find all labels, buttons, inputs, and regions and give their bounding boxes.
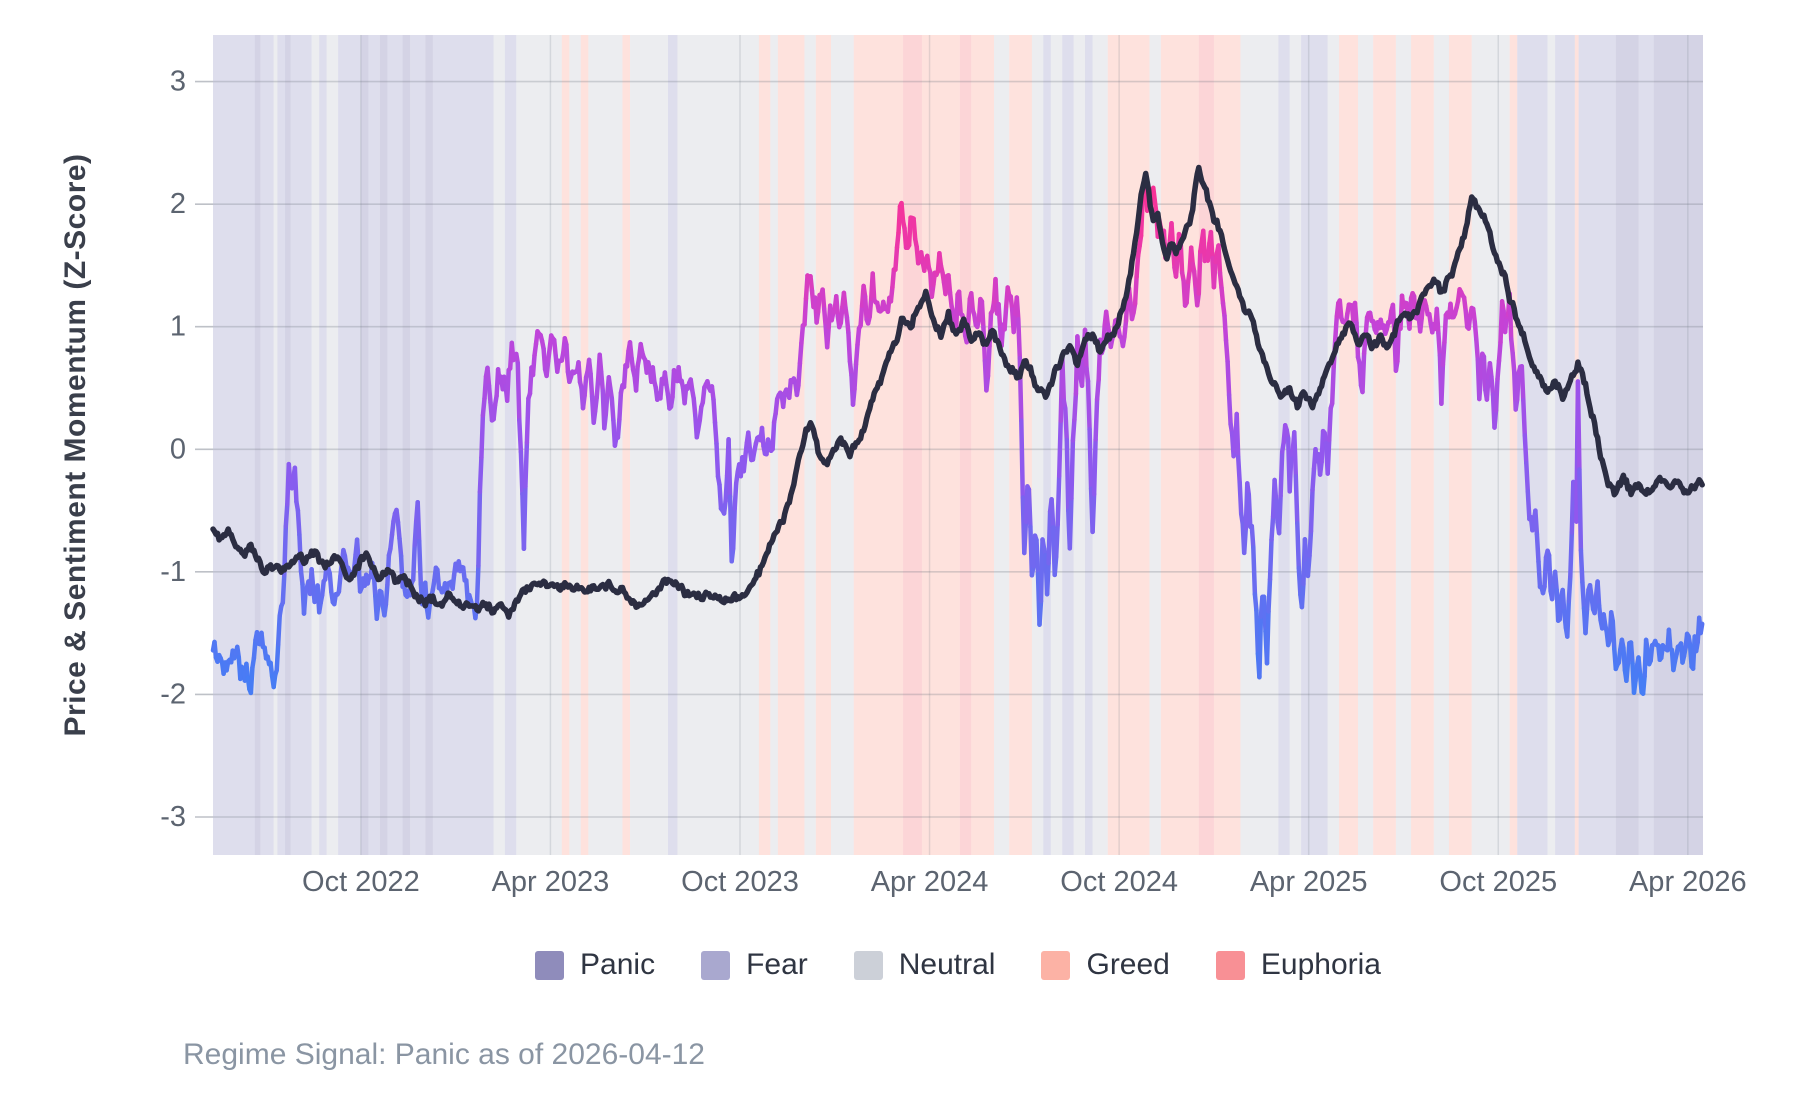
regime-band-neutral: [588, 35, 623, 855]
legend-item-fear: Fear: [701, 948, 808, 982]
regime-band-panic: [285, 35, 291, 855]
y-tick-label: 3: [170, 66, 186, 98]
x-tick-label: Oct 2024: [1060, 866, 1178, 898]
regime-band-fear: [260, 35, 274, 855]
regime-band-panic: [425, 35, 433, 855]
regime-band-neutral: [569, 35, 581, 855]
regime-band-euphoria: [903, 35, 922, 855]
regime-band-neutral: [1050, 35, 1063, 855]
regime-band-greed: [1411, 35, 1434, 855]
regime-band-fear: [1555, 35, 1575, 855]
regime-band-greed: [1107, 35, 1150, 855]
x-tick-label: Oct 2025: [1439, 866, 1557, 898]
regime-band-neutral: [493, 35, 505, 855]
regime-band-greed: [1509, 35, 1518, 855]
y-tick-label: 0: [170, 433, 186, 465]
regime-band-neutral: [1395, 35, 1412, 855]
legend-swatch-greed: [1041, 950, 1071, 980]
regime-band-neutral: [1092, 35, 1108, 855]
regime-band-greed: [561, 35, 570, 855]
regime-band-euphoria: [1198, 35, 1214, 855]
regime-band-greed: [853, 35, 904, 855]
x-tick-label: Oct 2022: [302, 866, 420, 898]
regime-band-greed: [1160, 35, 1199, 855]
regime-band-panic: [402, 35, 411, 855]
legend-label: Greed: [1086, 948, 1170, 981]
regime-band-fear: [277, 35, 286, 855]
regime-band-greed: [971, 35, 995, 855]
regime-band-neutral: [1240, 35, 1279, 855]
regime-band-neutral: [804, 35, 816, 855]
regime-band-fear: [319, 35, 327, 855]
regime-band-neutral: [994, 35, 1010, 855]
regime-band-neutral: [1327, 35, 1340, 855]
legend-label: Euphoria: [1260, 948, 1381, 981]
legend-label: Panic: [580, 948, 656, 981]
regime-band-neutral: [1073, 35, 1086, 855]
y-tick-label: 2: [170, 188, 186, 220]
legend-item-neutral: Neutral: [853, 948, 996, 982]
regime-band-fear: [504, 35, 517, 855]
legend-item-euphoria: Euphoria: [1215, 948, 1381, 982]
regime-band-neutral: [1547, 35, 1556, 855]
regime-band-greed: [815, 35, 831, 855]
regime-band-fear: [432, 35, 494, 855]
regime-band-neutral: [1433, 35, 1449, 855]
regime-band-neutral: [1031, 35, 1044, 855]
y-tick-label: -3: [160, 801, 186, 833]
regime-band-neutral: [326, 35, 339, 855]
x-tick-label: Apr 2024: [871, 866, 989, 898]
regime-band-panic: [1653, 35, 1703, 855]
x-tick-label: Apr 2026: [1629, 866, 1747, 898]
regime-band-panic: [360, 35, 369, 855]
regime-band-neutral: [630, 35, 668, 855]
regime-band-greed: [921, 35, 960, 855]
regime-band-fear: [667, 35, 678, 855]
price-momentum-line: [210, 164, 1705, 620]
regime-band-neutral: [1471, 35, 1510, 855]
legend-swatch-fear: [701, 950, 731, 980]
regime-band-fear: [338, 35, 361, 855]
legend-swatch-neutral: [853, 950, 883, 980]
legend-item-panic: Panic: [535, 948, 655, 982]
y-tick-label: -2: [160, 678, 186, 710]
legend-swatch-euphoria: [1215, 950, 1245, 980]
y-tick-label: -1: [160, 556, 186, 588]
regime-band-fear: [368, 35, 380, 855]
regime-band-fear: [1517, 35, 1548, 855]
legend-label: Neutral: [898, 948, 996, 981]
regime-band-panic: [1615, 35, 1639, 855]
regime-band-fear: [213, 35, 255, 855]
regime-band-greed: [1448, 35, 1472, 855]
regime-band-neutral: [273, 35, 278, 855]
legend-swatch-panic: [535, 950, 565, 980]
regime-band-neutral: [311, 35, 320, 855]
regime-band-greed: [777, 35, 805, 855]
regime-band-fear: [387, 35, 403, 855]
regime-band-fear: [1043, 35, 1051, 855]
regime-band-neutral: [516, 35, 562, 855]
x-tick-label: Apr 2025: [1250, 866, 1368, 898]
regime-band-fear: [290, 35, 312, 855]
regime-band-panic: [379, 35, 388, 855]
x-tick-label: Apr 2023: [492, 866, 610, 898]
regime-band-fear: [410, 35, 426, 855]
y-tick-label: 1: [170, 311, 186, 343]
regime-legend: Panic Fear Neutral Greed Euphoria: [213, 948, 1703, 982]
chart-canvas: 3 2 1 0 -1 -2 -3 Oct 2022 Apr 2023 Oct 2023 Apr 20…: [160, 35, 1747, 898]
regime-band-euphoria: [959, 35, 972, 855]
legend-item-greed: Greed: [1041, 948, 1170, 982]
regime-band-neutral: [1149, 35, 1161, 855]
regime-band-greed: [580, 35, 589, 855]
regime-band-panic: [254, 35, 261, 855]
legend-label: Fear: [746, 948, 808, 981]
regime-signal-caption: Regime Signal: Panic as of 2026-04-12: [183, 1038, 705, 1071]
regime-band-greed: [1339, 35, 1358, 855]
regime-band-greed: [1373, 35, 1396, 855]
regime-band-greed: [622, 35, 631, 855]
x-tick-label: Oct 2023: [681, 866, 799, 898]
regime-band-neutral: [1357, 35, 1374, 855]
regime-band-fear: [1638, 35, 1654, 855]
